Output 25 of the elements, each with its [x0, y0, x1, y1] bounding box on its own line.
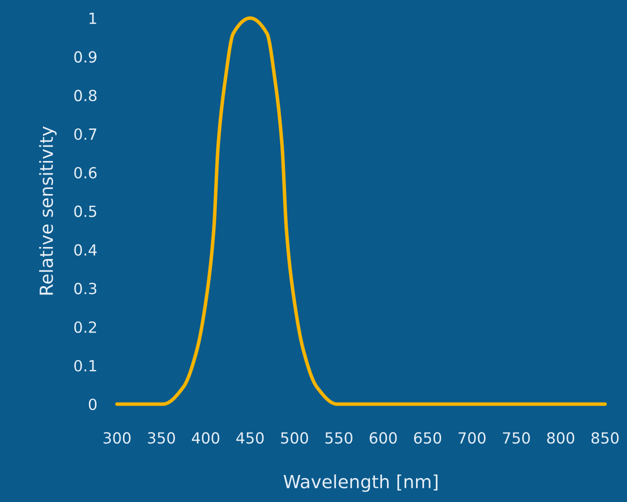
x-tick-label: 750: [502, 432, 530, 444]
y-axis-title: Relative sensitivity: [39, 126, 57, 295]
x-tick-label: 450: [236, 432, 264, 444]
x-tick-label: 550: [325, 432, 352, 444]
x-tick-label: 800: [547, 432, 574, 444]
y-tick-label: 0.7: [74, 128, 96, 140]
x-tick-label: 850: [592, 432, 619, 444]
x-tick-label: 500: [281, 432, 308, 444]
y-tick-label: 0.8: [74, 90, 97, 102]
y-tick-label: 0.4: [74, 244, 97, 256]
x-tick-label: 700: [458, 432, 486, 444]
x-tick-label: 600: [370, 432, 397, 444]
y-tick-label: 1: [90, 12, 96, 24]
y-tick-label: 0.6: [74, 166, 97, 179]
y-tick-label: 0.1: [74, 360, 96, 372]
x-tick-label: 300: [104, 432, 131, 444]
y-tick-label: 0.2: [74, 321, 96, 333]
x-axis-title: Wavelength [nm]: [284, 474, 438, 492]
y-tick-label: 0: [88, 398, 97, 410]
y-tick-label: 0.3: [74, 282, 96, 294]
y-tick-label: 0.5: [74, 206, 96, 218]
x-tick-label: 350: [148, 432, 175, 444]
y-tick-label: 0.9: [74, 51, 96, 63]
x-tick-label: 400: [192, 432, 220, 444]
x-tick-label: 650: [414, 432, 442, 444]
